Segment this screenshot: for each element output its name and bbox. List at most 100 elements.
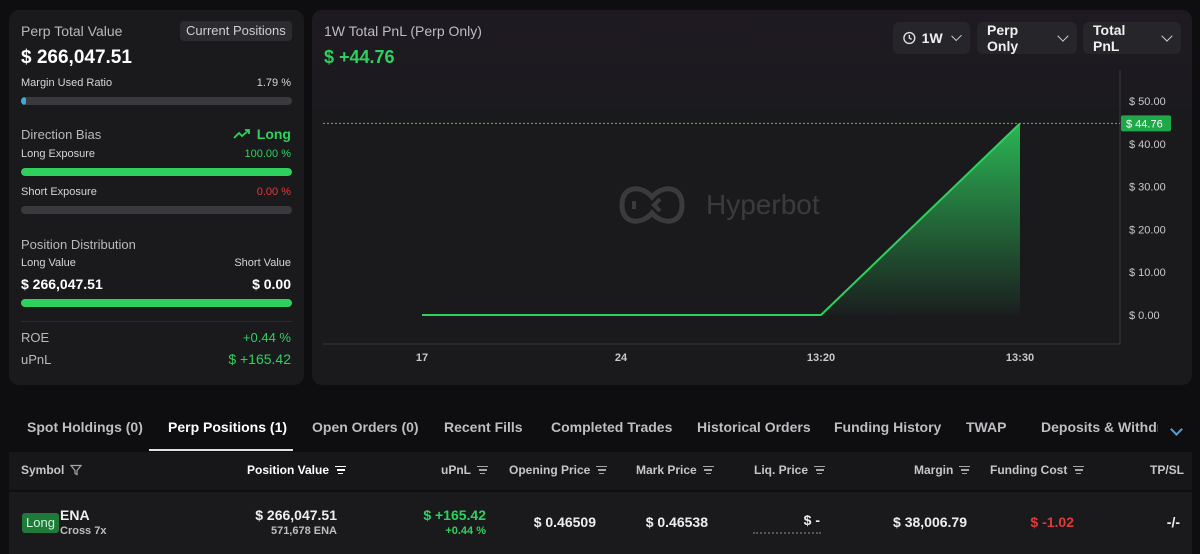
chart-title: 1W Total PnL (Perp Only) xyxy=(324,23,482,39)
x-tick-label: 13:20 xyxy=(807,352,835,364)
short-exposure-value: 0.00 % xyxy=(256,186,291,198)
pnl-chart-panel: 1W Total PnL (Perp Only) $ +44.76 1W Per… xyxy=(312,10,1192,385)
opening-price: $ 0.46509 xyxy=(533,514,596,530)
tab-recent-fills[interactable]: Recent Fills xyxy=(444,419,523,435)
sort-icon xyxy=(814,464,826,477)
tab-spot-holdings[interactable]: Spot Holdings (0) xyxy=(27,419,143,435)
position-distribution-label: Position Distribution xyxy=(21,237,136,252)
tab-open-orders[interactable]: Open Orders (0) xyxy=(312,419,419,435)
long-value: $ 266,047.51 xyxy=(21,276,103,292)
mark-price: $ 0.46538 xyxy=(645,514,708,530)
position-value: $ 266,047.51 xyxy=(255,507,337,523)
watermark-text: Hyperbot xyxy=(706,189,820,220)
liq-price-placeholder xyxy=(753,532,821,534)
header-upnl[interactable]: uPnL xyxy=(441,463,488,477)
header-upnl-label: uPnL xyxy=(441,463,471,477)
perp-total-value: $ 266,047.51 xyxy=(21,47,132,68)
perp-total-value-label: Perp Total Value xyxy=(21,23,123,39)
y-tick-label: $ 40.00 xyxy=(1129,139,1166,151)
tpsl-cell[interactable]: -/- xyxy=(1166,514,1180,530)
y-tick-label: $ 30.00 xyxy=(1129,182,1166,194)
header-position-value[interactable]: Position Value xyxy=(247,463,347,477)
last-value-tag: $ 44.76 xyxy=(1121,115,1171,132)
header-liq-price-label: Liq. Price xyxy=(754,463,809,477)
sort-icon xyxy=(702,464,714,477)
position-size: 571,678 ENA xyxy=(270,525,337,537)
y-tick-label: $ 10.00 xyxy=(1129,267,1166,279)
margin-used-value: 1.79 % xyxy=(256,77,291,89)
scope-selector[interactable]: Perp Only xyxy=(977,22,1077,54)
sort-icon xyxy=(959,464,971,477)
active-tab-indicator xyxy=(149,449,293,451)
distribution-bar xyxy=(21,299,292,307)
range-selector[interactable]: 1W xyxy=(893,22,970,54)
header-symbol-label: Symbol xyxy=(21,463,65,477)
direction-bias-label: Direction Bias xyxy=(21,127,102,142)
header-margin[interactable]: Margin xyxy=(914,463,971,477)
margin-used-label: Margin Used Ratio xyxy=(21,77,113,89)
header-opening-price[interactable]: Opening Price xyxy=(509,463,608,477)
x-tick-label: 13:30 xyxy=(1006,352,1034,364)
short-value-label: Short Value xyxy=(234,257,291,269)
upnl-value: $ +165.42 xyxy=(228,351,291,367)
pnl-chart: $ 0.00 $ 10.00 $ 20.00 $ 30.00 $ 40.00 $ 50.0… xyxy=(323,70,1171,364)
sort-icon xyxy=(477,464,488,477)
margin-used-bar-fill xyxy=(21,97,26,105)
long-exposure-bar-fill xyxy=(21,168,292,176)
header-position-value-label: Position Value xyxy=(247,463,330,477)
long-exposure-label: Long Exposure xyxy=(21,148,95,160)
side-badge: Long xyxy=(22,513,59,533)
margin-cell: $ 38,006.79 xyxy=(893,514,967,530)
tab-perp-positions[interactable]: Perp Positions (1) xyxy=(168,419,288,435)
roe-label: ROE xyxy=(21,330,50,345)
tab-twap[interactable]: TWAP xyxy=(966,419,1007,435)
positions-table-header: Symbol Position Value uPnL Opening Price… xyxy=(9,452,1192,490)
filter-icon[interactable] xyxy=(70,464,83,476)
header-funding-cost[interactable]: Funding Cost xyxy=(990,463,1085,477)
direction-bias-value: Long xyxy=(233,126,291,142)
header-symbol[interactable]: Symbol xyxy=(21,463,83,477)
long-exposure-value: 100.00 % xyxy=(244,148,291,160)
symbol-name[interactable]: ENA xyxy=(60,507,90,523)
tab-funding-history[interactable]: Funding History xyxy=(834,419,942,435)
last-value-label: $ 44.76 xyxy=(1126,118,1163,130)
pnl-line xyxy=(422,122,1021,316)
last-value-tag-bg xyxy=(1121,115,1171,132)
range-selector-label: 1W xyxy=(921,30,943,46)
funding-cost: $ -1.02 xyxy=(1030,514,1074,530)
long-exposure-bar xyxy=(21,168,292,176)
short-value: $ 0.00 xyxy=(252,276,291,292)
upnl-percent: +0.44 % xyxy=(445,525,486,537)
positions-tabs: Spot Holdings (0) Perp Positions (1) Ope… xyxy=(0,405,1200,451)
sort-icon xyxy=(335,464,347,477)
metric-selector[interactable]: Total PnL xyxy=(1083,22,1181,54)
scope-selector-label: Perp Only xyxy=(987,22,1019,54)
current-positions-button[interactable]: Current Positions xyxy=(180,21,292,41)
chevron-down-icon xyxy=(1170,423,1183,436)
header-funding-cost-label: Funding Cost xyxy=(990,463,1068,477)
x-tick-label: 24 xyxy=(615,352,628,364)
header-opening-price-label: Opening Price xyxy=(509,463,591,477)
distribution-bar-fill xyxy=(21,299,292,307)
roe-value: +0.44 % xyxy=(242,330,291,345)
tabs-expand-button[interactable] xyxy=(1170,421,1183,439)
clock-icon xyxy=(903,31,916,45)
chart-total-pnl: $ +44.76 xyxy=(324,47,395,67)
metric-selector-label: Total PnL xyxy=(1093,22,1126,54)
header-tpsl: TP/SL xyxy=(1150,463,1185,477)
hyperbot-logo-icon xyxy=(619,186,685,224)
divider xyxy=(21,321,292,322)
tab-completed-trades[interactable]: Completed Trades xyxy=(551,419,673,435)
header-liq-price[interactable]: Liq. Price xyxy=(754,463,826,477)
y-tick-label: $ 20.00 xyxy=(1129,224,1166,236)
tab-deposits-withdraw[interactable]: Deposits & Withdraw xyxy=(1041,419,1158,435)
margin-mode: Cross 7x xyxy=(60,525,107,537)
upnl-cell: $ +165.42 xyxy=(423,507,486,523)
sort-icon xyxy=(1073,464,1085,477)
tab-historical-orders[interactable]: Historical Orders xyxy=(697,419,811,435)
short-exposure-label: Short Exposure xyxy=(21,186,97,198)
header-mark-price[interactable]: Mark Price xyxy=(636,463,714,477)
table-row[interactable]: Long ENA Cross 7x $ 266,047.51 571,678 E… xyxy=(9,492,1192,554)
y-tick-label: $ 0.00 xyxy=(1129,310,1160,322)
short-exposure-bar xyxy=(21,206,292,214)
